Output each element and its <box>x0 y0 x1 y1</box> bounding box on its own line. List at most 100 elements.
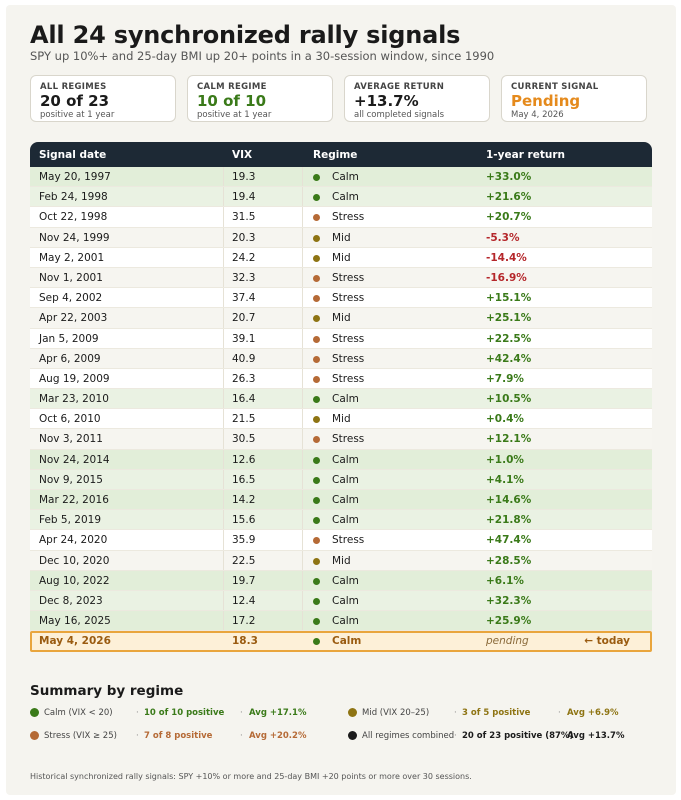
cell-vix: 40.9 <box>232 352 256 365</box>
summary-count: 7 of 8 positive <box>144 731 213 741</box>
regime-dot-icon <box>313 174 320 181</box>
stat-sub: all completed signals <box>354 110 445 120</box>
header-return: 1-year return <box>486 149 565 161</box>
summary-avg: Avg +20.2% <box>249 731 307 741</box>
table-row: Oct 6, 2010 21.5 Mid +0.4% <box>30 409 652 430</box>
cell-return: +42.4% <box>486 352 532 365</box>
table-row: Nov 3, 2011 30.5 Stress +12.1% <box>30 429 652 450</box>
cell-return: -16.9% <box>486 271 527 284</box>
cell-regime: Calm <box>332 191 359 204</box>
table-row: Apr 6, 2009 40.9 Stress +42.4% <box>30 348 652 369</box>
cell-vix: 37.4 <box>232 292 256 305</box>
regime-dot-icon <box>313 638 320 646</box>
cell-vix: 22.5 <box>232 554 256 567</box>
cell-return: +25.9% <box>486 615 532 628</box>
cell-return: +25.1% <box>486 312 532 325</box>
bullet: · <box>240 731 243 741</box>
cell-vix: 19.4 <box>232 191 256 204</box>
cell-vix: 35.9 <box>232 534 256 547</box>
table-row: May 16, 2025 17.2 Calm +25.9% <box>30 611 652 632</box>
stat-label: CALM REGIME <box>197 82 267 92</box>
table-row: Nov 9, 2015 16.5 Calm +4.1% <box>30 469 652 490</box>
regime-dot-icon <box>313 335 320 343</box>
table-row: Nov 24, 1999 20.3 Mid -5.3% <box>30 227 652 248</box>
stat-card-current-signal: CURRENT SIGNAL Pending May 4, 2026 <box>501 75 647 122</box>
table-row: Mar 22, 2016 14.2 Calm +14.6% <box>30 490 652 511</box>
summary-label: Mid (VIX 20–25) <box>362 708 430 718</box>
cell-vix: 31.5 <box>232 211 256 224</box>
regime-dot-icon <box>313 315 320 323</box>
cell-regime: Calm <box>332 615 359 628</box>
cell-return: pending <box>486 635 529 648</box>
header-vix: VIX <box>232 149 253 161</box>
regime-dot-icon <box>313 436 320 444</box>
cell-regime: Mid <box>332 251 351 264</box>
cell-return: +10.5% <box>486 393 532 406</box>
stat-value: 20 of 23 <box>40 92 110 110</box>
summary-label: Stress (VIX ≥ 25) <box>44 731 117 741</box>
stress-dot-icon <box>30 731 39 740</box>
page-title: All 24 synchronized rally signals <box>30 21 461 49</box>
cell-regime: Calm <box>332 574 359 587</box>
regime-dot-icon <box>313 194 320 202</box>
cell-vix: 16.5 <box>232 473 256 486</box>
cell-date: Oct 6, 2010 <box>39 413 101 426</box>
stat-cards: ALL REGIMES 20 of 23 positive at 1 year … <box>30 75 647 122</box>
bullet: · <box>558 708 561 718</box>
calm-dot-icon <box>30 708 39 717</box>
cell-regime: Mid <box>332 231 351 244</box>
cell-date: Nov 24, 2014 <box>39 453 110 466</box>
cell-vix: 17.2 <box>232 615 256 628</box>
stat-sub: positive at 1 year <box>197 110 272 120</box>
cell-return: -5.3% <box>486 231 520 244</box>
all-dot-icon <box>348 731 357 740</box>
cell-date: Nov 24, 1999 <box>39 231 110 244</box>
regime-dot-icon <box>313 416 320 424</box>
regime-dot-icon <box>313 618 320 626</box>
cell-vix: 19.3 <box>232 171 256 183</box>
table-row: Nov 24, 2014 12.6 Calm +1.0% <box>30 449 652 470</box>
cell-return: +4.1% <box>486 473 524 486</box>
regime-dot-icon <box>313 476 320 484</box>
summary-avg: Avg +17.1% <box>249 708 307 718</box>
cell-date: May 20, 1997 <box>39 171 111 183</box>
cell-vix: 24.2 <box>232 251 256 264</box>
table-row: Jan 5, 2009 39.1 Stress +22.5% <box>30 328 652 349</box>
cell-date: May 4, 2026 <box>39 635 111 648</box>
cell-vix: 21.5 <box>232 413 256 426</box>
summary-count: 10 of 10 positive <box>144 708 225 718</box>
stat-value: +13.7% <box>354 92 419 110</box>
cell-date: Sep 4, 2002 <box>39 292 103 305</box>
cell-vix: 32.3 <box>232 271 256 284</box>
summary-avg: Avg +6.9% <box>567 708 619 718</box>
regime-dot-icon <box>313 274 320 282</box>
regime-dot-icon <box>313 375 320 383</box>
summary-stress: Stress (VIX ≥ 25) · 7 of 8 positive · Av… <box>30 731 340 743</box>
current-signal-row: May 4, 2026 18.3 Calm pending ← today <box>30 631 652 652</box>
regime-dot-icon <box>313 597 320 605</box>
stat-label: AVERAGE RETURN <box>354 82 445 92</box>
stat-label: ALL REGIMES <box>40 82 107 92</box>
bullet: · <box>240 708 243 718</box>
table-row: Aug 19, 2009 26.3 Stress +7.9% <box>30 368 652 390</box>
table-row: Mar 23, 2010 16.4 Calm +10.5% <box>30 389 652 410</box>
cell-vix: 16.4 <box>232 393 256 406</box>
cell-regime: Stress <box>332 352 365 365</box>
stat-value: Pending <box>511 92 581 110</box>
regime-dot-icon <box>313 517 320 525</box>
bullet: · <box>136 731 139 741</box>
cell-vix: 15.6 <box>232 514 256 527</box>
cell-regime: Stress <box>332 211 365 224</box>
signals-table: Signal date VIX Regime 1-year return May… <box>30 142 652 652</box>
table-row: Dec 8, 2023 12.4 Calm +32.3% <box>30 590 652 612</box>
table-header: Signal date VIX Regime 1-year return <box>30 142 652 167</box>
stat-card-all-regimes: ALL REGIMES 20 of 23 positive at 1 year <box>30 75 176 122</box>
bullet: · <box>454 708 457 718</box>
today-marker: ← today <box>584 635 630 648</box>
regime-dot-icon <box>313 355 320 363</box>
cell-date: Mar 23, 2010 <box>39 393 109 406</box>
cell-return: +32.3% <box>486 594 532 607</box>
cell-date: Nov 3, 2011 <box>39 433 103 446</box>
table-row: Oct 22, 1998 31.5 Stress +20.7% <box>30 207 652 228</box>
table-body: May 20, 1997 19.3 Calm +33.0% Feb 24, 1998 19… <box>30 167 652 632</box>
